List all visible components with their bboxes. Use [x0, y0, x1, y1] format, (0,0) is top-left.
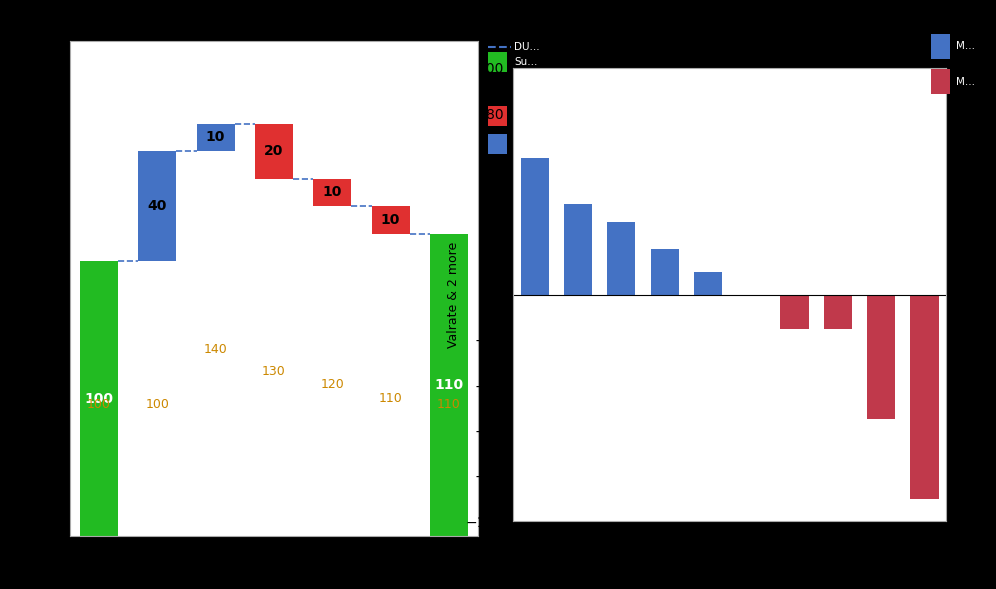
Text: 100: 100: [85, 392, 114, 406]
Title: Valrate & 2 more vs. ID: Valrate & 2 more vs. ID: [629, 47, 830, 62]
Text: 10: 10: [380, 213, 400, 227]
Bar: [564, 204, 592, 294]
Bar: [255, 124, 293, 178]
X-axis label: Time: Time: [259, 564, 289, 577]
Bar: [430, 234, 468, 536]
Text: DU...: DU...: [514, 42, 540, 52]
Y-axis label: Base & 4 more: Base & 4 more: [16, 242, 29, 335]
Text: Su...: Su...: [514, 139, 537, 149]
Title: Sum(Base) & 4 more vs. Time: Sum(Base) & 4 more vs. Time: [147, 21, 400, 36]
Bar: [488, 52, 507, 72]
Text: 100: 100: [145, 398, 169, 411]
Text: 10: 10: [206, 130, 225, 144]
Text: 130: 130: [262, 365, 286, 378]
Text: Su...: Su...: [514, 84, 537, 94]
Text: 110: 110: [378, 392, 402, 405]
Text: 10: 10: [323, 186, 342, 200]
Text: 120: 120: [321, 378, 344, 391]
Text: 110: 110: [434, 378, 463, 392]
Bar: [650, 249, 678, 294]
Bar: [868, 294, 895, 419]
Bar: [781, 294, 809, 329]
Bar: [314, 178, 352, 206]
Text: 40: 40: [147, 199, 167, 213]
Bar: [910, 294, 938, 498]
Bar: [931, 69, 950, 94]
Text: 20: 20: [264, 144, 284, 158]
Bar: [488, 134, 507, 154]
Bar: [488, 106, 507, 126]
Bar: [521, 158, 549, 294]
Bar: [824, 294, 852, 329]
Y-axis label: Valrate & 2 more: Valrate & 2 more: [447, 241, 460, 348]
Text: 100: 100: [87, 398, 111, 411]
Bar: [80, 261, 118, 536]
Text: Su...: Su...: [514, 57, 537, 67]
Bar: [372, 206, 409, 234]
Text: 140: 140: [204, 343, 227, 356]
Bar: [931, 34, 950, 59]
Bar: [694, 272, 722, 294]
Text: M...: M...: [956, 77, 975, 87]
Bar: [196, 124, 234, 151]
Bar: [608, 222, 635, 294]
Text: Su...: Su...: [514, 111, 537, 121]
Text: 110: 110: [437, 398, 461, 411]
X-axis label: ID ordered by Valrate (descending): ID ordered by Valrate (descending): [631, 546, 828, 556]
Text: M...: M...: [956, 41, 975, 51]
Bar: [138, 151, 176, 261]
